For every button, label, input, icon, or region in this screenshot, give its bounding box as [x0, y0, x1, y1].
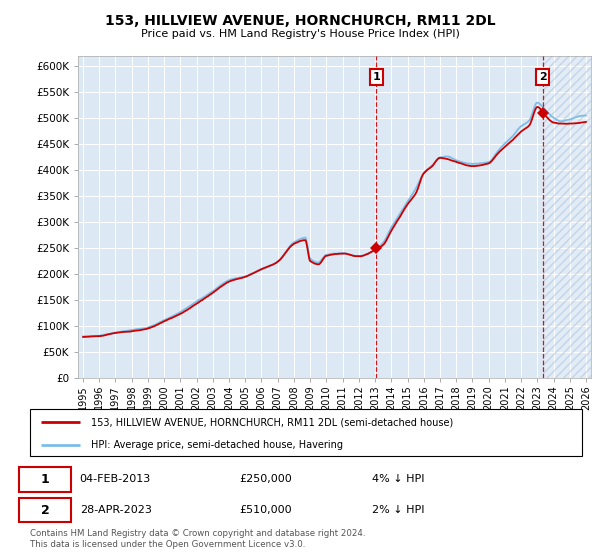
Text: 2: 2	[41, 503, 49, 517]
Text: 153, HILLVIEW AVENUE, HORNCHURCH, RM11 2DL: 153, HILLVIEW AVENUE, HORNCHURCH, RM11 2…	[104, 14, 496, 28]
Text: 4% ↓ HPI: 4% ↓ HPI	[372, 474, 425, 484]
Text: 153, HILLVIEW AVENUE, HORNCHURCH, RM11 2DL (semi-detached house): 153, HILLVIEW AVENUE, HORNCHURCH, RM11 2…	[91, 417, 453, 427]
Text: 2: 2	[539, 72, 547, 82]
Text: HPI: Average price, semi-detached house, Havering: HPI: Average price, semi-detached house,…	[91, 440, 343, 450]
Text: 28-APR-2023: 28-APR-2023	[80, 505, 152, 515]
Text: £510,000: £510,000	[240, 505, 292, 515]
Text: 2% ↓ HPI: 2% ↓ HPI	[372, 505, 425, 515]
Text: Contains HM Land Registry data © Crown copyright and database right 2024.
This d: Contains HM Land Registry data © Crown c…	[30, 529, 365, 549]
FancyBboxPatch shape	[19, 498, 71, 522]
FancyBboxPatch shape	[19, 467, 71, 492]
Text: 04-FEB-2013: 04-FEB-2013	[80, 474, 151, 484]
Text: 1: 1	[373, 72, 380, 82]
Bar	[542, 56, 599, 378]
Text: 1: 1	[41, 473, 49, 486]
Text: £250,000: £250,000	[240, 474, 293, 484]
Bar	[542, 56, 599, 378]
FancyBboxPatch shape	[30, 409, 582, 456]
Text: Price paid vs. HM Land Registry's House Price Index (HPI): Price paid vs. HM Land Registry's House …	[140, 29, 460, 39]
